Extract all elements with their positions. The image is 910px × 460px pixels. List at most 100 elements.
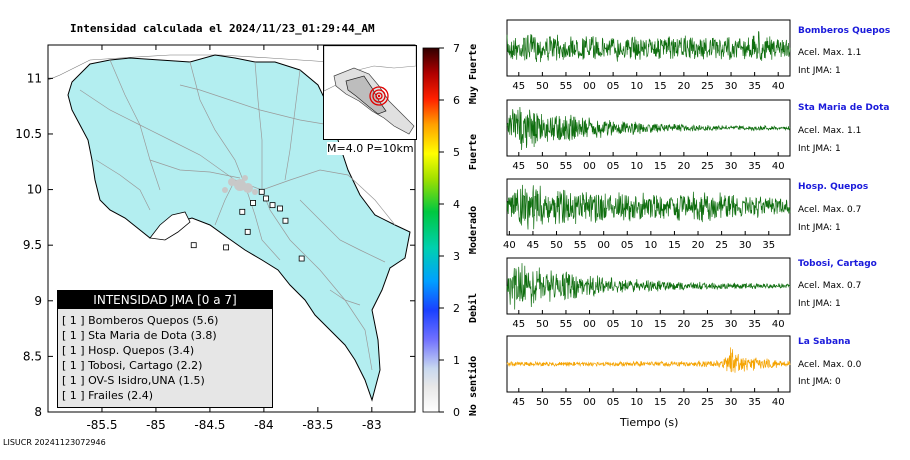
epicenter-icon <box>369 86 389 106</box>
station-intensity: Int JMA: 1 <box>798 299 841 309</box>
waveform-x-tick-label: 10 <box>644 240 657 251</box>
station-acceleration: Acel. Max. 0.7 <box>798 205 862 215</box>
waveform-x-tick-label: 05 <box>607 81 620 92</box>
waveform-x-tick-label: 45 <box>512 161 525 172</box>
waveform-trace <box>506 106 791 151</box>
waveform-x-tick-label: 55 <box>560 319 573 330</box>
waveform-x-tick-label: 35 <box>748 161 761 172</box>
legend-item: [ 1 ] Sta Maria de Dota (3.8) <box>62 329 217 342</box>
waveform-x-tick-label: 20 <box>678 319 691 330</box>
waveform-trace <box>506 263 791 310</box>
waveform-x-tick-label: 15 <box>654 319 667 330</box>
map-y-tick-label: 9.5 <box>23 238 42 252</box>
waveform-x-tick-label: 30 <box>725 81 738 92</box>
waveform-x-tick-label: 40 <box>503 240 516 251</box>
waveform-x-tick-label: 40 <box>772 81 785 92</box>
station-name: Bomberos Quepos <box>798 26 891 36</box>
waveform-x-tick-label: 15 <box>654 397 667 408</box>
waveform-x-tick-label: 10 <box>630 319 643 330</box>
waveform-x-tick-label: 50 <box>536 319 549 330</box>
waveform-x-tick-label: 00 <box>583 161 596 172</box>
waveform-x-tick-label: 50 <box>536 81 549 92</box>
map-axes: -85.5 -85 -84.5 -84 -83.5 -83 8 8.5 9 9.5 10 10.5 11 <box>15 45 415 432</box>
waveform-x-tick-label: 10 <box>630 397 643 408</box>
station-acceleration: Acel. Max. 1.1 <box>798 48 862 58</box>
station-intensity: Int JMA: 1 <box>798 223 841 233</box>
station-marker <box>282 217 289 224</box>
station-acceleration: Acel. Max. 0.7 <box>798 281 862 291</box>
map-x-tick-label: -85 <box>146 418 166 432</box>
inset-map <box>323 45 417 140</box>
map-x-tick-label: -84.5 <box>194 418 225 432</box>
waveform-x-tick-label: 25 <box>701 397 714 408</box>
colorbar-tick-label: 3 <box>453 250 460 263</box>
station-marker <box>190 242 197 249</box>
waveform-x-tick-label: 45 <box>527 240 540 251</box>
map-title: Intensidad calculada el 2024/11/23_01:29… <box>70 22 375 35</box>
waveform-x-tick-label: 05 <box>621 240 634 251</box>
waveform-x-tick-label: 00 <box>597 240 610 251</box>
colorbar-tick-label: 5 <box>453 146 460 159</box>
waveform-x-tick-label: 25 <box>701 319 714 330</box>
waveform-x-tick-label: 25 <box>715 240 728 251</box>
legend-item: [ 1 ] Frailes (2.4) <box>62 389 154 402</box>
inset-caption: M=4.0 P=10km <box>327 142 414 155</box>
waveform-x-tick-label: 20 <box>678 397 691 408</box>
colorbar-tick-label: 0 <box>453 406 460 419</box>
waveform-x-tick-label: 30 <box>725 319 738 330</box>
x-axis-label: Tiempo (s) <box>620 416 679 429</box>
waveform-x-tick-label: 20 <box>678 81 691 92</box>
waveform-x-tick-label: 05 <box>607 161 620 172</box>
waveform-trace <box>506 184 791 230</box>
station-marker <box>298 255 305 262</box>
colorbar-category-label: Moderado <box>468 206 479 254</box>
map-x-tick-label: -84 <box>254 418 274 432</box>
waveform-x-tick-label: 35 <box>762 240 775 251</box>
waveform-x-tick-label: 45 <box>512 319 525 330</box>
waveform-x-tick-label: 35 <box>748 319 761 330</box>
colorbar-category-label: Debil <box>467 293 479 323</box>
waveform-panel: 40 45 50 55 00 05 10 15 20 25 30 35 <box>503 178 791 251</box>
waveform-x-tick-label: 00 <box>583 319 596 330</box>
waveform-x-tick-label: 15 <box>654 161 667 172</box>
legend-item: [ 1 ] Tobosi, Cartago (2.2) <box>62 359 203 372</box>
waveform-x-tick-label: 55 <box>560 161 573 172</box>
map-y-tick-label: 11 <box>27 71 42 85</box>
waveform-x-tick-label: 45 <box>512 81 525 92</box>
station-name: La Sabana <box>798 337 851 347</box>
station-intensity: Int JMA: 1 <box>798 66 841 76</box>
legend-item: [ 1 ] OV-S Isidro,UNA (1.5) <box>62 374 205 387</box>
station-marker <box>250 200 256 206</box>
waveform-panel: 45 50 55 00 05 10 15 20 25 30 35 40 <box>506 257 791 330</box>
colorbar-tick-label: 6 <box>453 94 460 107</box>
station-marker <box>277 205 283 212</box>
map-y-tick-label: 10 <box>27 183 42 197</box>
map-x-tick-label: -83 <box>362 418 382 432</box>
station-markers <box>190 188 305 262</box>
waveform-x-tick-label: 40 <box>772 161 785 172</box>
waveform-panel: 45 50 55 00 05 10 15 20 25 30 35 40 <box>506 335 791 408</box>
station-marker <box>269 202 276 209</box>
station-intensity: Int JMA: 0 <box>798 377 841 387</box>
waveform-x-tick-label: 10 <box>630 161 643 172</box>
waveform-x-tick-label: 10 <box>630 81 643 92</box>
map-y-tick-label: 8 <box>34 405 42 419</box>
colorbar-tick-label: 1 <box>453 354 460 367</box>
waveform-panel: 45 50 55 00 05 10 15 20 25 30 35 40 <box>506 99 791 172</box>
station-name: Sta Maria de Dota <box>798 103 890 113</box>
colorbar-category-label: Muy Fuerte <box>468 44 479 104</box>
waveform-trace <box>506 31 791 63</box>
colorbar-category-label: No sentido <box>467 356 479 416</box>
intensity-legend: INTENSIDAD JMA [0 a 7] [ 1 ] Bomberos Qu… <box>57 290 273 408</box>
waveform-x-tick-label: 30 <box>725 161 738 172</box>
waveform-x-tick-label: 30 <box>739 240 752 251</box>
waveform-x-tick-label: 20 <box>692 240 705 251</box>
footer-id: LISUCR 20241123072946 <box>3 438 106 447</box>
road-network <box>79 59 396 371</box>
colorbar-tick-label: 7 <box>453 42 460 55</box>
waveform-x-tick-label: 00 <box>583 397 596 408</box>
waveform-x-tick-label: 55 <box>560 81 573 92</box>
waveform-x-tick-label: 40 <box>772 397 785 408</box>
map-y-tick-label: 9 <box>34 294 42 308</box>
colorbar-tick-label: 2 <box>453 302 460 315</box>
